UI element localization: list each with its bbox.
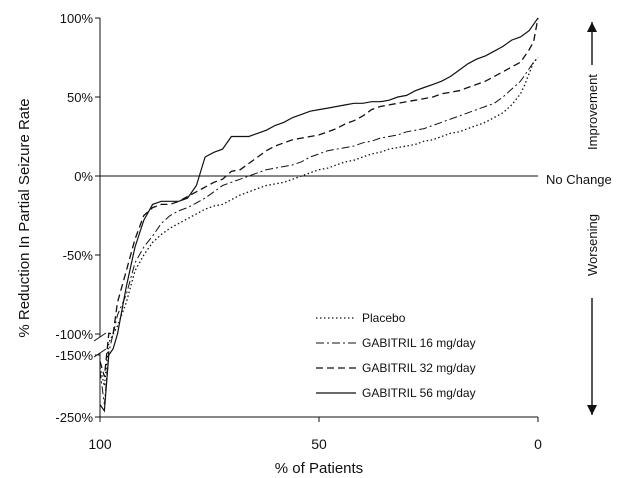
- series-line-lower-3: [99, 333, 119, 413]
- x-tick-label: 100: [88, 436, 112, 452]
- up-arrow-head: [587, 22, 597, 32]
- series-line-1: [112, 57, 539, 335]
- series-line-2: [112, 17, 539, 335]
- series-line-3: [116, 17, 539, 335]
- y-tick-label: 0%: [74, 169, 93, 184]
- series-line-lower-0: [99, 333, 114, 387]
- series-line-lower-1: [99, 333, 114, 405]
- axis-break-mark: [93, 348, 107, 358]
- label-layer: % of Patients % Reduction In Partial Seiz…: [16, 22, 612, 477]
- series-line-0: [112, 57, 539, 335]
- y-tick-label: 50%: [67, 90, 93, 105]
- legend-label-0: Placebo: [362, 311, 406, 325]
- series-line-lower-2: [99, 332, 114, 377]
- axis-layer: 100% 50% 0% -50% -100% -150% -250% 100 50 0: [55, 11, 542, 452]
- y-axis-title: % Reduction In Partial Seizure Rate: [16, 98, 33, 337]
- legend-label-3: GABITRIL 56 mg/day: [362, 386, 476, 400]
- y-tick-label: -50%: [63, 248, 94, 263]
- no-change-label: No Change: [546, 172, 612, 187]
- worsening-label: Worsening: [585, 214, 600, 276]
- x-tick-label: 0: [534, 436, 542, 452]
- plot-layer: [99, 17, 539, 413]
- x-axis-title: % of Patients: [275, 460, 363, 477]
- y-tick-label: -150%: [55, 348, 93, 363]
- y-tick-label: 100%: [60, 11, 94, 26]
- legend-label-1: GABITRIL 16 mg/day: [362, 336, 476, 350]
- legend-label-2: GABITRIL 32 mg/day: [362, 361, 476, 375]
- axis-break-mark: [93, 332, 107, 342]
- improvement-label: Improvement: [585, 74, 600, 150]
- y-tick-label: -100%: [55, 327, 93, 342]
- down-arrow-head: [587, 405, 597, 415]
- x-tick-label: 50: [311, 436, 327, 452]
- y-tick-label: -250%: [55, 410, 93, 425]
- legend-layer: Placebo GABITRIL 16 mg/day GABITRIL 32 mg/…: [316, 311, 476, 400]
